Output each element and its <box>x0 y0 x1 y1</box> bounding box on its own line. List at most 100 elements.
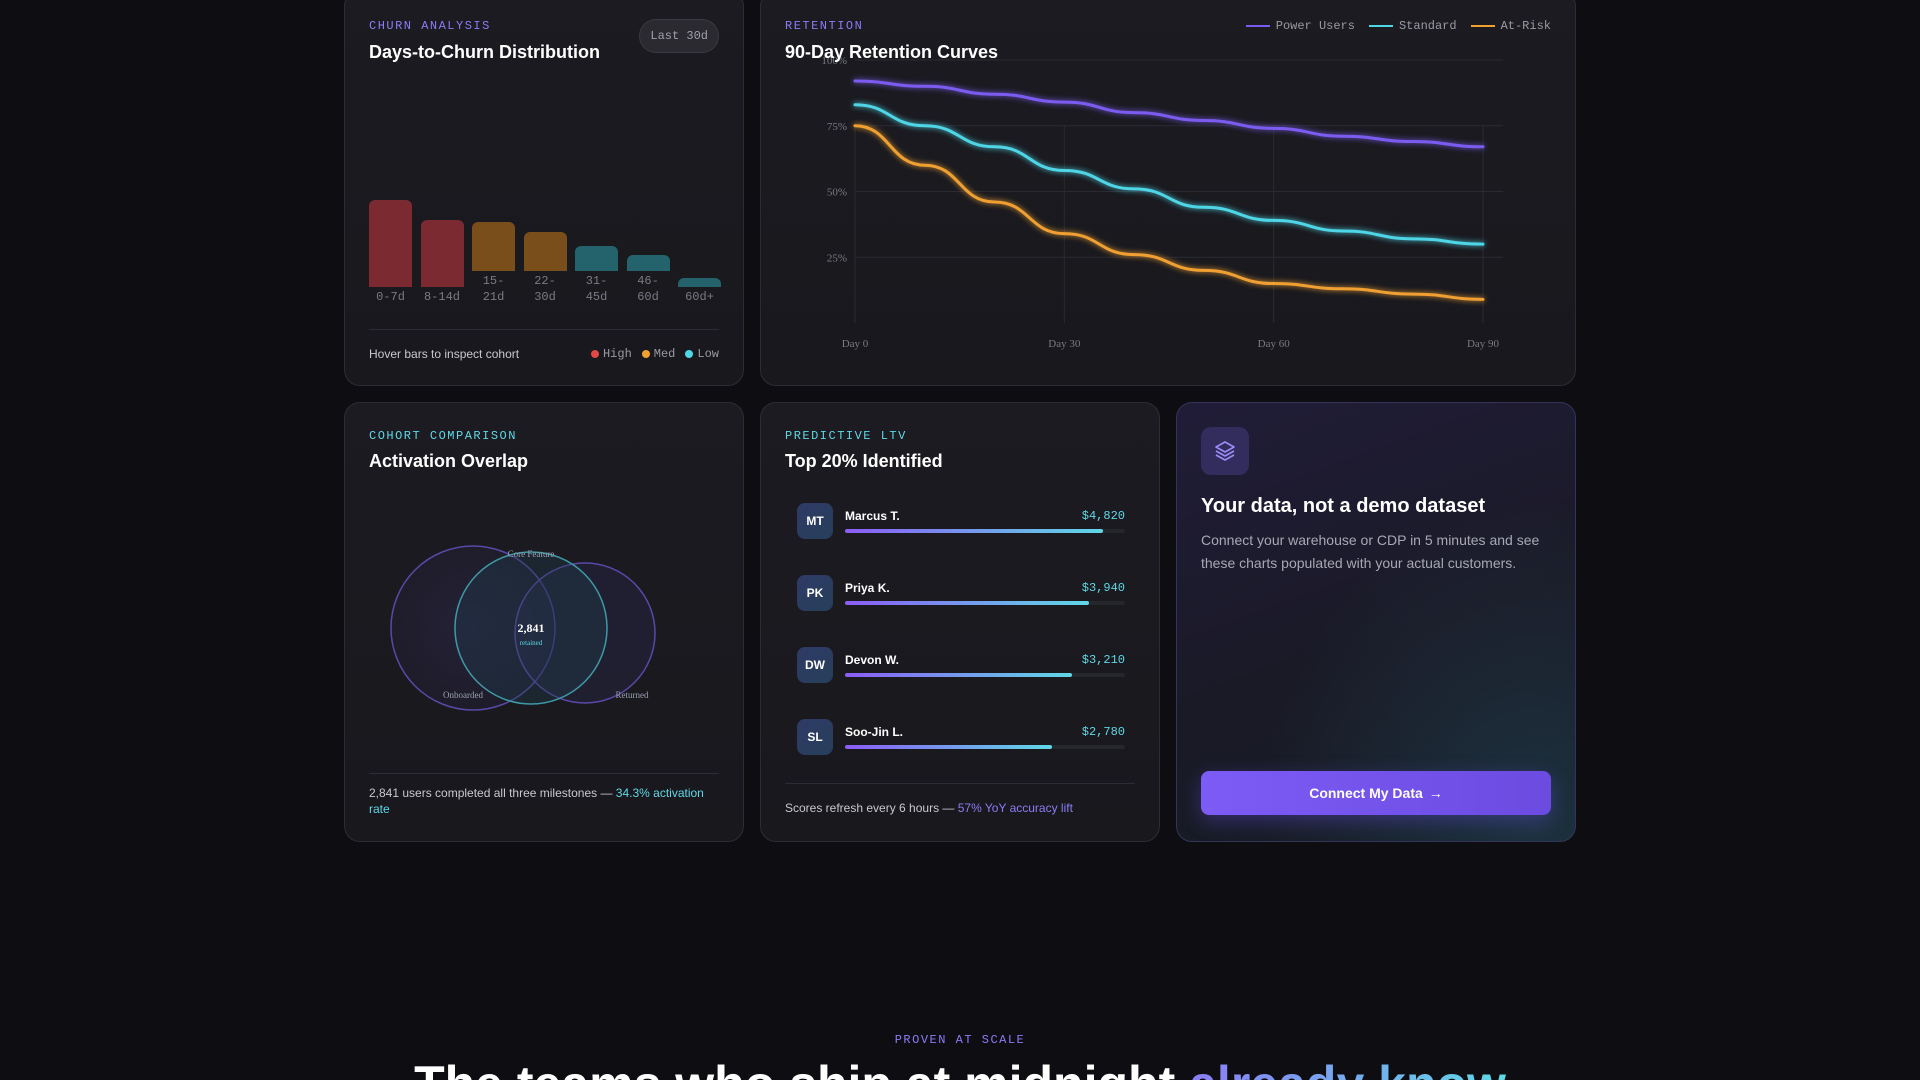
retention-card: 25% 50% 75% 100% Day 0 Day 30 Day 60 Day 90 RET… <box>760 0 1576 386</box>
cohort-eyebrow: COHORT COMPARISON <box>369 429 517 443</box>
ltv-divider <box>785 783 1135 784</box>
churn-bar-rect[interactable] <box>369 200 412 287</box>
churn-bar-label: 15- 21d <box>482 274 505 304</box>
ltv-user-row[interactable]: DW Devon W. $3,210 <box>797 647 1125 687</box>
ltv-eyebrow: PREDICTIVE LTV <box>785 429 907 443</box>
retention-legend: Power Users Standard At-Risk <box>1245 19 1551 33</box>
legend-low: Low <box>685 347 719 361</box>
headline-plain: The teams who ship at midnight <box>414 1056 1189 1080</box>
churn-bar-rect[interactable] <box>472 221 515 271</box>
ltv-user-row[interactable]: PK Priya K. $3,940 <box>797 575 1125 615</box>
ltv-score-track <box>845 529 1125 533</box>
venn-label-onboarded: Onboarded <box>443 690 483 700</box>
cohort-comparison-card: COHORT COMPARISON Activation Overlap Cor… <box>344 402 744 842</box>
venn-circle-returned[interactable] <box>514 562 656 704</box>
ltv-score-fill <box>845 745 1053 749</box>
churn-title: Days-to-Churn Distribution <box>369 42 600 62</box>
ltv-score-track <box>845 673 1125 677</box>
legend-high: High <box>590 347 632 361</box>
activation-rate: 34.3% activation rate <box>369 786 704 816</box>
legend-low-label: Low <box>697 347 719 361</box>
churn-bar-rect[interactable] <box>626 254 670 271</box>
ltv-score-fill <box>845 601 1089 605</box>
legend-standard-swatch <box>1368 25 1393 27</box>
user-ltv-value: $3,940 <box>1081 581 1125 595</box>
churn-bar-8-14d[interactable]: 8-14d <box>420 181 464 305</box>
legend-low-dot <box>685 350 694 358</box>
legend-med: Med <box>641 347 675 361</box>
churn-bar-22-30d[interactable]: 22- 30d <box>523 181 567 305</box>
cohort-footer-text: 2,841 users completed all three mileston… <box>369 786 616 800</box>
legend-standard: Standard <box>1368 19 1457 33</box>
churn-bar-31-45d[interactable]: 31- 45d <box>575 181 618 305</box>
retention-y-tick-label: 100% <box>821 55 847 67</box>
legend-med-dot <box>641 350 650 358</box>
avatar: MT <box>797 503 833 539</box>
date-range-button[interactable]: Last 30d <box>639 19 719 53</box>
user-ltv-value: $3,210 <box>1081 653 1125 667</box>
avatar: DW <box>797 647 833 683</box>
churn-bar-label: 8-14d <box>423 290 460 304</box>
connect-data-cta-card: Your data, not a demo dataset Connect yo… <box>1176 402 1576 842</box>
connect-my-data-button[interactable]: Connect My Data → <box>1201 771 1551 815</box>
retention-series-at-risk[interactable] <box>853 124 1485 301</box>
ltv-footer: Scores refresh every 6 hours — 57% YoY a… <box>785 801 1073 815</box>
headline-accent: already know <box>1189 1056 1506 1080</box>
churn-bar-46-60d[interactable]: 46- 60d <box>626 181 670 305</box>
retention-line-chart: 25% 50% 75% 100% Day 0 Day 30 Day 60 Day 90 <box>821 55 1503 350</box>
ltv-footer-text: Scores refresh every 6 hours — <box>785 801 958 815</box>
section-eyebrow: PROVEN AT SCALE <box>894 1033 1026 1047</box>
avatar: PK <box>797 575 833 611</box>
ltv-score-track <box>845 601 1125 605</box>
retention-x-tick-label: Day 90 <box>1467 338 1500 350</box>
user-name: Devon W. <box>845 653 900 667</box>
arrow-right-icon: → <box>1428 785 1443 801</box>
churn-bar-label: 22- 30d <box>534 274 556 304</box>
venn-center-sub: retained <box>520 639 543 647</box>
accuracy-lift: 57% YoY accuracy lift <box>957 801 1073 815</box>
legend-at-risk: At-Risk <box>1470 19 1551 33</box>
retention-series-standard[interactable] <box>853 103 1485 246</box>
churn-analysis-card: CHURN ANALYSIS Days-to-Churn Distributio… <box>344 0 744 386</box>
ltv-title: Top 20% Identified <box>785 451 943 471</box>
churn-bar-15-21d[interactable]: 15- 21d <box>472 181 515 305</box>
ltv-user-row[interactable]: MT Marcus T. $4,820 <box>797 503 1125 543</box>
retention-y-tick-label: 50% <box>827 187 847 199</box>
retention-y-tick-label: 25% <box>827 252 847 264</box>
churn-bar-rect[interactable] <box>523 232 567 271</box>
predictive-ltv-card: PREDICTIVE LTV Top 20% Identified MT Mar… <box>760 402 1160 842</box>
legend-at-risk-label: At-Risk <box>1500 19 1551 33</box>
legend-high-dot <box>590 350 599 358</box>
legend-at-risk-swatch <box>1470 25 1495 27</box>
retention-x-tick-label: Day 60 <box>1258 338 1291 350</box>
user-ltv-value: $4,820 <box>1081 509 1125 523</box>
retention-eyebrow: RETENTION <box>785 19 864 33</box>
churn-bar-label: 0-7d <box>376 290 405 304</box>
churn-divider <box>369 329 719 330</box>
retention-series-power-users[interactable] <box>853 79 1485 149</box>
retention-x-tick-label: Day 0 <box>842 338 869 350</box>
churn-bar-0-7d[interactable]: 0-7d <box>369 181 412 305</box>
cohort-title: Activation Overlap <box>369 451 529 471</box>
churn-legend: High Med Low <box>590 347 719 361</box>
churn-bar-rect[interactable] <box>575 245 618 271</box>
ltv-score-fill <box>845 529 1103 533</box>
venn-label-returned: Returned <box>616 690 649 700</box>
churn-bar-label: 46- 60d <box>637 274 659 304</box>
churn-bar-rect[interactable] <box>420 219 464 287</box>
churn-footer: Hover bars to inspect cohort <box>369 347 520 361</box>
ltv-user-row[interactable]: SL Soo-Jin L. $2,780 <box>797 719 1125 759</box>
retention-title: 90-Day Retention Curves <box>785 42 999 62</box>
venn-circle-onboarded[interactable] <box>390 545 556 711</box>
user-ltv-value: $2,780 <box>1081 725 1125 739</box>
churn-bar-rect[interactable] <box>678 278 721 287</box>
section-headline: The teams who ship at midnight already k… <box>0 1055 1920 1080</box>
venn-circle-core-feature[interactable] <box>454 551 608 705</box>
user-name: Priya K. <box>845 581 890 595</box>
user-name: Marcus T. <box>845 509 900 523</box>
churn-bar-60d+[interactable]: 60d+ <box>678 181 721 305</box>
legend-power-users: Power Users <box>1245 19 1355 33</box>
user-name: Soo-Jin L. <box>845 725 903 739</box>
connect-button-label: Connect My Data <box>1309 785 1423 801</box>
avatar: SL <box>797 719 833 755</box>
